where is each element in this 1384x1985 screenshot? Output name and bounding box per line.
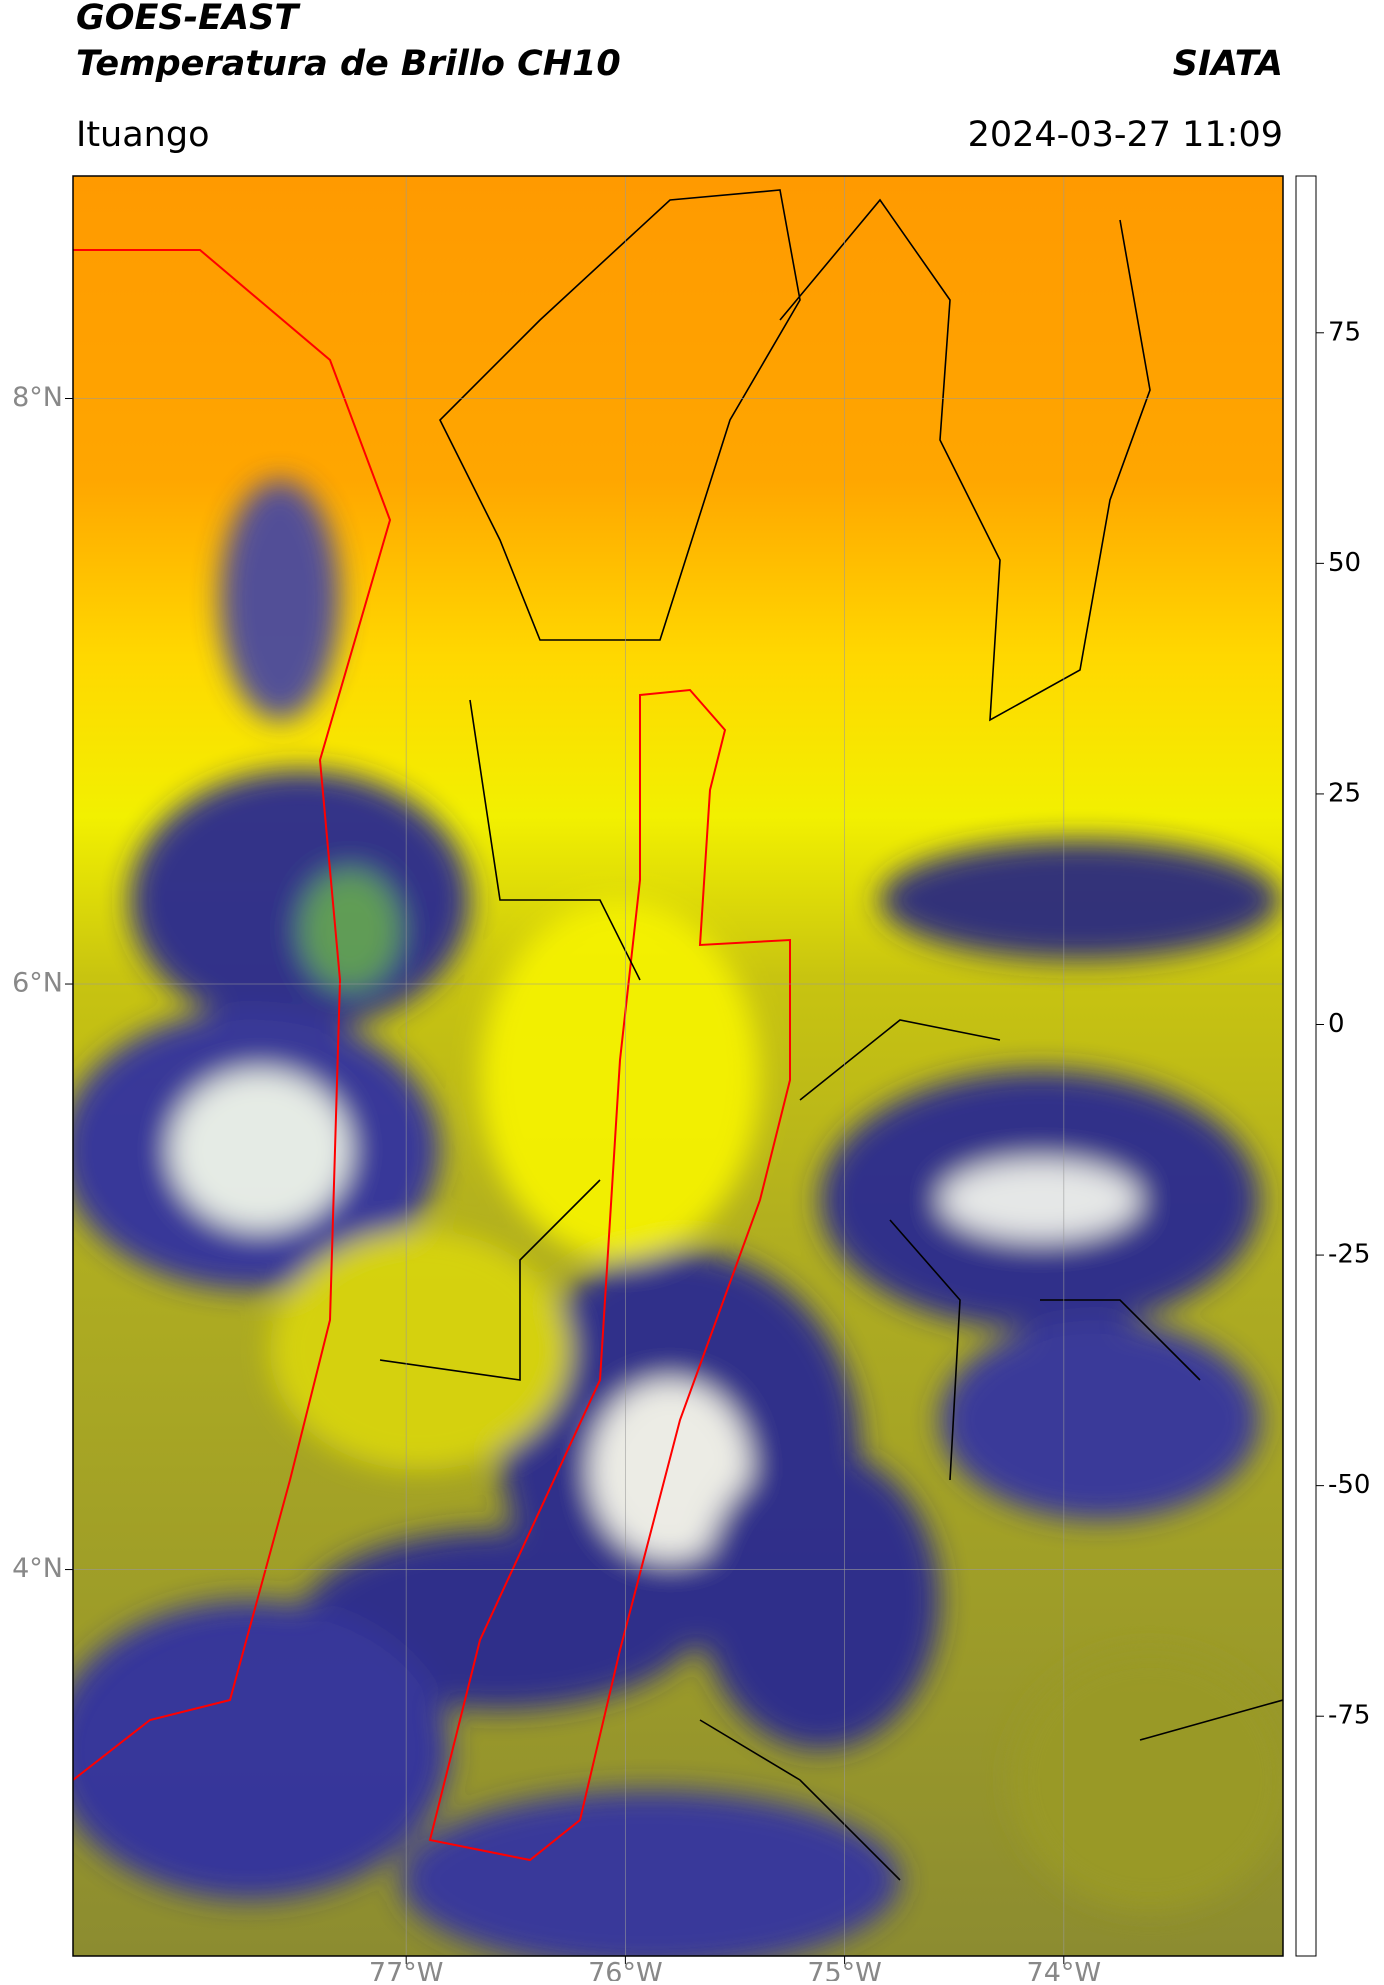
lon-label: 74°W	[1027, 1958, 1102, 1982]
colorbar-tick-label: 25	[1328, 778, 1361, 808]
satellite: GOES-EAST	[76, 0, 301, 38]
colorbar-tick-label: -25	[1328, 1240, 1370, 1270]
lon-label: 76°W	[588, 1958, 663, 1982]
lon-label: 75°W	[807, 1958, 882, 1982]
lon-label: 77°W	[369, 1958, 444, 1982]
lat-label: 6°N	[12, 968, 63, 999]
colorbar-tick-label: -75	[1328, 1701, 1370, 1731]
region: Ituango	[76, 115, 210, 155]
colorbar-tick-label: -50	[1328, 1470, 1370, 1500]
satellite-image	[73, 176, 1283, 1956]
colorbar-tick-label: 75	[1328, 317, 1361, 347]
colorbar-tick-label: 0	[1328, 1009, 1345, 1039]
colorbar-tick-label: 50	[1328, 548, 1361, 578]
lat-label: 8°N	[12, 382, 63, 413]
datetime: 2024-03-27 11:09	[968, 115, 1283, 155]
colorbar	[1295, 175, 1317, 1957]
lat-label: 4°N	[12, 1553, 63, 1584]
map-frame	[72, 175, 1284, 1957]
product: Temperatura de Brillo CH10	[76, 44, 621, 84]
source: SIATA	[1173, 44, 1283, 84]
